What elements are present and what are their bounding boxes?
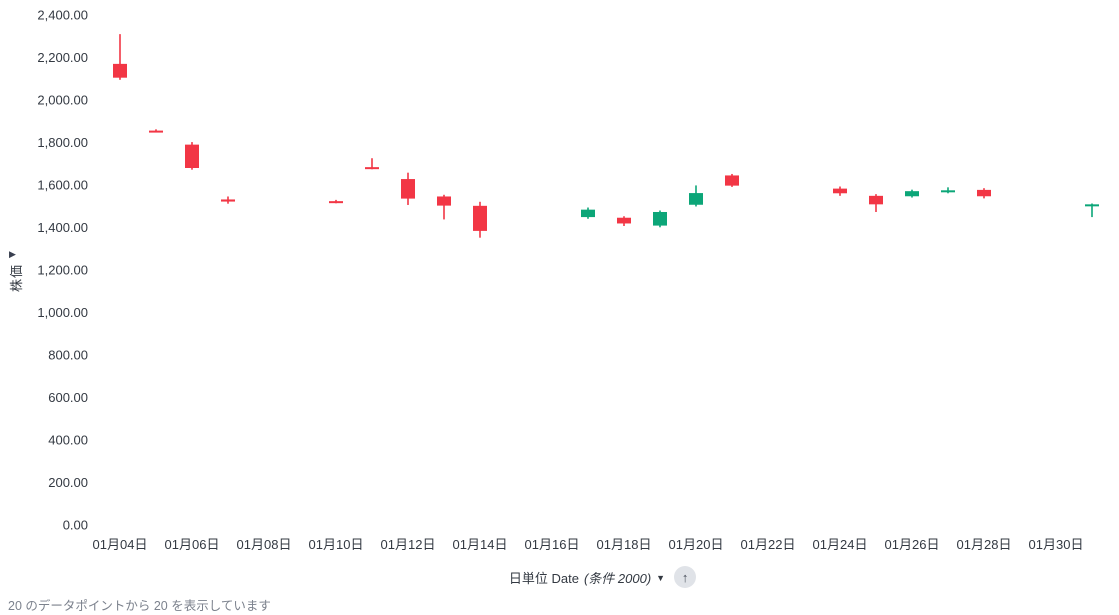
- y-tick-label: 2,400.00: [37, 8, 88, 23]
- y-tick-label: 1,400.00: [37, 220, 88, 235]
- candle[interactable]: [185, 142, 199, 170]
- candle[interactable]: [941, 187, 955, 194]
- candle[interactable]: [833, 186, 847, 196]
- y-axis-title: 株価: [9, 263, 24, 292]
- candle-body: [1085, 204, 1099, 207]
- candle[interactable]: [365, 158, 379, 170]
- arrow-up-icon: ↑: [681, 569, 689, 585]
- candle-body: [905, 191, 919, 197]
- candle[interactable]: [437, 194, 451, 220]
- candle[interactable]: [1085, 203, 1099, 218]
- chevron-down-icon: ▼: [656, 573, 666, 583]
- datapoints-summary: 20 のデータポイントから 20 を表示しています: [8, 599, 271, 613]
- candle-body: [617, 217, 631, 224]
- x-axis-condition-label: (条件 2000): [583, 570, 652, 586]
- y-tick-label: 1,800.00: [37, 135, 88, 150]
- y-tick-label: 1,600.00: [37, 178, 88, 193]
- candle-body: [185, 144, 199, 168]
- y-tick-label: 800.00: [48, 348, 88, 363]
- candle-body: [149, 130, 163, 133]
- x-tick-label: 01月18日: [597, 537, 652, 552]
- y-tick-label: 0.00: [63, 518, 88, 533]
- x-axis-control-row: 日単位 Date (条件 2000) ▼ ↑: [95, 565, 1110, 589]
- candle[interactable]: [617, 216, 631, 227]
- candle-body: [113, 63, 127, 78]
- candle[interactable]: [689, 185, 703, 207]
- candle-body: [329, 201, 343, 204]
- x-tick-label: 01月30日: [1029, 537, 1084, 552]
- candle-body: [401, 179, 415, 199]
- y-tick-label: 1,000.00: [37, 305, 88, 320]
- candle[interactable]: [149, 129, 163, 133]
- candle-body: [365, 167, 379, 170]
- candlestick-chart: 0.00 200.00 400.00 600.00 800.00 1,000.00 1,20…: [37, 8, 1099, 552]
- x-tick-label: 01月14日: [453, 537, 508, 552]
- candle-body: [689, 193, 703, 205]
- candle[interactable]: [869, 194, 883, 212]
- candle-body: [581, 209, 595, 218]
- candle-body: [221, 199, 235, 202]
- candle-body: [473, 205, 487, 231]
- x-tick-label: 01月22日: [741, 537, 796, 552]
- candle[interactable]: [329, 199, 343, 204]
- y-tick-label: 2,200.00: [37, 50, 88, 65]
- y-tick-label: 2,000.00: [37, 93, 88, 108]
- candle[interactable]: [725, 173, 739, 187]
- candle[interactable]: [401, 172, 415, 205]
- x-tick-label: 01月04日: [93, 537, 148, 552]
- x-tick-label: 01月08日: [237, 537, 292, 552]
- candle[interactable]: [113, 34, 127, 80]
- candle[interactable]: [221, 196, 235, 204]
- x-tick-label: 01月16日: [525, 537, 580, 552]
- x-tick-label: 01月10日: [309, 537, 364, 552]
- candle[interactable]: [653, 210, 667, 228]
- candle-body: [725, 175, 739, 186]
- candle[interactable]: [581, 207, 595, 219]
- candle-body: [941, 190, 955, 193]
- x-axis-label: 日単位 Date: [508, 570, 579, 586]
- candle-body: [869, 195, 883, 205]
- x-tick-label: 01月12日: [381, 537, 436, 552]
- y-tick-label: 400.00: [48, 433, 88, 448]
- candle-body: [833, 188, 847, 194]
- x-tick-label: 01月24日: [813, 537, 868, 552]
- candle[interactable]: [905, 189, 919, 198]
- candle-body: [437, 196, 451, 206]
- candle[interactable]: [473, 201, 487, 238]
- y-tick-label: 1,200.00: [37, 263, 88, 278]
- collapse-y-axis-icon[interactable]: ▶: [9, 249, 16, 259]
- candle[interactable]: [977, 188, 991, 199]
- x-tick-label: 01月20日: [669, 537, 724, 552]
- sort-ascending-button[interactable]: ↑: [674, 566, 697, 588]
- x-tick-label: 01月06日: [165, 537, 220, 552]
- y-tick-label: 200.00: [48, 475, 88, 490]
- x-tick-label: 01月28日: [957, 537, 1012, 552]
- x-tick-label: 01月26日: [885, 537, 940, 552]
- candle-body: [653, 211, 667, 226]
- y-tick-label: 600.00: [48, 390, 88, 405]
- x-axis-settings-button[interactable]: 日単位 Date (条件 2000) ▼: [509, 568, 665, 587]
- candle-body: [977, 189, 991, 197]
